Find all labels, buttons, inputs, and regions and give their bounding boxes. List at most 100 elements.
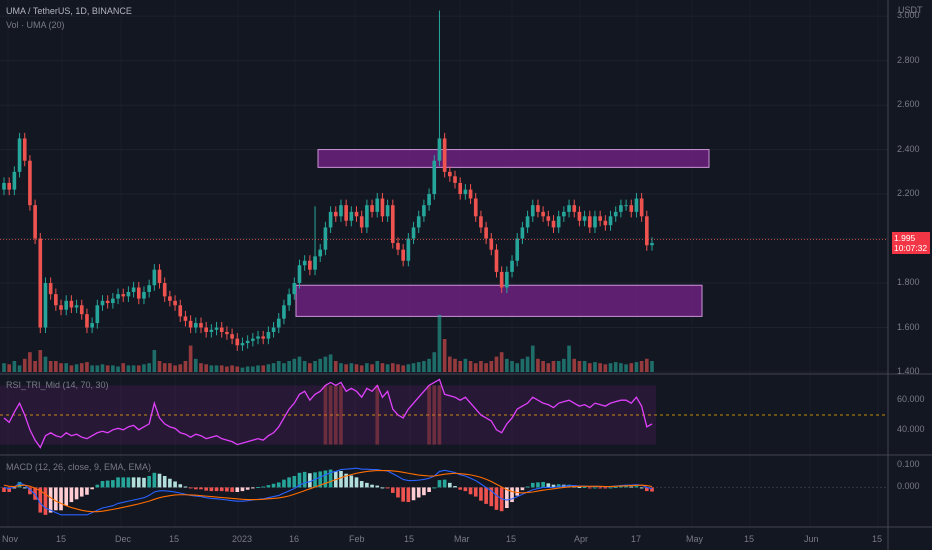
candle-body	[214, 327, 219, 330]
rsi-legend[interactable]: RSI_TRI_Mid (14, 70, 30)	[6, 380, 109, 390]
candle-body	[142, 291, 146, 299]
macd-histogram-bar	[225, 487, 229, 492]
volume-bar	[276, 361, 281, 372]
volume-bar	[442, 339, 447, 372]
rsi-line	[3, 378, 653, 449]
volume-bar	[313, 361, 317, 372]
volume-bar	[79, 363, 84, 372]
price-tick-label: 3.000	[897, 10, 920, 21]
volume-bar	[183, 361, 188, 372]
macd-histogram-bar	[536, 482, 540, 488]
volume-bar	[111, 365, 115, 372]
rsi-overbought-highlight	[323, 385, 328, 445]
candle-body	[489, 238, 494, 250]
bar-countdown: 10:07:32	[894, 243, 928, 253]
macd-legend[interactable]: MACD (12, 26, close, 9, EMA, EMA)	[6, 462, 152, 472]
volume-bar	[69, 365, 74, 372]
volume-bar	[323, 356, 328, 372]
volume-bar	[28, 352, 32, 372]
macd-histogram-bar	[152, 472, 157, 488]
macd-histogram-bar	[359, 481, 364, 488]
macd-histogram-bar	[468, 487, 473, 495]
rsi-overbought-highlight	[427, 385, 431, 445]
macd-histogram-bar	[302, 471, 307, 488]
macd-histogram-bar	[634, 486, 639, 488]
macd-histogram-bar	[494, 487, 499, 510]
volume-bar	[95, 365, 100, 372]
candle-body	[567, 205, 571, 212]
volume-bar	[416, 362, 421, 372]
macd-histogram-bar	[188, 487, 193, 489]
volume-bar	[85, 362, 89, 372]
candle-body	[448, 171, 452, 177]
volume-bar	[650, 361, 654, 372]
volume-bar	[463, 358, 468, 372]
macd-histogram-bar	[2, 487, 6, 492]
support-zone	[295, 284, 703, 317]
volume-bar	[100, 364, 105, 372]
candle-body	[261, 336, 266, 339]
grid-lines	[0, 15, 888, 373]
macd-histogram-bar	[90, 487, 94, 490]
candle-body	[582, 216, 587, 221]
macd-histogram-bar	[339, 470, 343, 488]
candle-body	[287, 294, 291, 306]
volume-bar	[339, 363, 343, 372]
volume-bar	[645, 358, 649, 372]
volume-bar	[214, 365, 219, 372]
candle-body	[328, 211, 333, 228]
symbol-legend[interactable]: UMA / TetherUS, 1D, BINANCE	[6, 6, 132, 16]
volume-bar	[22, 358, 27, 372]
volume-bar	[520, 358, 525, 372]
candle-body	[183, 316, 188, 321]
candle-body	[587, 216, 592, 228]
volume-bar	[448, 356, 452, 372]
candle-body	[204, 327, 208, 332]
macd-histogram-bar	[349, 475, 354, 488]
volume-bar	[593, 362, 597, 372]
candle-body	[416, 216, 421, 228]
candle-body	[323, 227, 328, 250]
macd-histogram-bar	[235, 487, 240, 492]
volume-bar	[422, 361, 426, 372]
rsi-overbought-highlight	[432, 385, 437, 445]
volume-bar	[489, 361, 494, 372]
candle-body	[85, 314, 89, 328]
macd-histogram-bar	[603, 487, 608, 489]
volume-bar	[131, 365, 136, 372]
price-tick-label: 2.200	[897, 188, 920, 199]
macd-histogram-bar	[437, 480, 442, 488]
macd-histogram-bar	[416, 487, 421, 498]
macd-histogram-bar	[282, 479, 286, 488]
time-tick-label: 15	[506, 534, 517, 544]
candle-body	[572, 205, 577, 212]
rsi-pane	[0, 378, 888, 449]
rsi-overbought-highlight	[437, 385, 442, 445]
volume-bar	[556, 361, 561, 372]
macd-histogram-bar	[427, 487, 431, 492]
macd-histogram-bar	[111, 480, 115, 488]
volume-bar	[608, 363, 613, 372]
macd-histogram-bar	[598, 487, 602, 489]
price-tick-label: 2.800	[897, 54, 920, 65]
candle-body	[629, 205, 634, 212]
macd-histogram-bar	[168, 478, 172, 488]
macd-histogram-bar	[121, 477, 126, 488]
volume-bar	[515, 363, 520, 372]
support-resistance-zones[interactable]	[295, 149, 710, 317]
volume-bar	[453, 358, 457, 372]
volume-bar	[54, 361, 58, 372]
candle-body	[230, 334, 234, 339]
candle-body	[95, 305, 100, 324]
time-tick-label: Mar	[454, 534, 470, 544]
volume-legend[interactable]: Vol · UMA (20)	[6, 20, 65, 30]
volume-bar	[406, 364, 411, 372]
volume-bar	[142, 364, 146, 372]
volume-bar	[168, 363, 172, 372]
candle-body	[178, 305, 183, 317]
candle-body	[235, 338, 240, 346]
macd-histogram-bar	[12, 487, 17, 489]
